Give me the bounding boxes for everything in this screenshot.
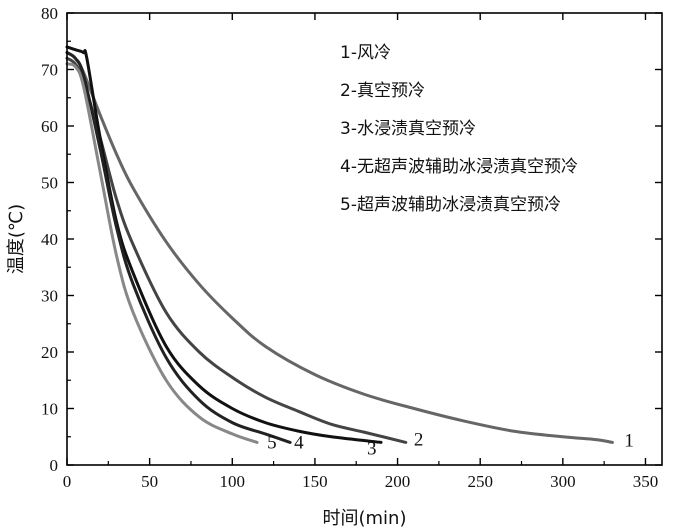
y-tick-label: 80 <box>41 4 58 23</box>
legend-entry: 4-无超声波辅助冰浸渍真空预冷 <box>340 157 578 177</box>
x-tick-label: 100 <box>220 472 246 491</box>
x-tick-label: 300 <box>550 472 576 491</box>
legend-entry: 2-真空预冷 <box>340 81 425 101</box>
y-tick-label: 30 <box>41 287 58 306</box>
plot-area: 1 2 3 45 <box>67 47 634 460</box>
legend: 1-风冷 2-真空预冷 3-水浸渍真空预冷 4-无超声波辅助冰浸渍真空预冷 5-超声波辅… <box>340 43 578 215</box>
x-tick-label: 50 <box>141 472 158 491</box>
y-tick-label: 10 <box>41 400 58 419</box>
legend-entry: 3-水浸渍真空预冷 <box>340 119 476 139</box>
y-tick-label: 40 <box>41 230 58 249</box>
x-tick-label: 200 <box>385 472 411 491</box>
series-end-label-5: 5 <box>267 432 277 453</box>
series-line-2 <box>67 58 406 442</box>
y-tick-label: 70 <box>41 61 58 80</box>
x-tick-label: 350 <box>633 472 659 491</box>
series-end-label-3: 3 <box>367 438 377 459</box>
series-line-1 <box>67 53 612 443</box>
y-tick-label: 0 <box>50 456 59 475</box>
x-tick-label: 250 <box>467 472 493 491</box>
x-axis-title: 时间(min) <box>323 508 407 529</box>
series-line-4 <box>67 53 290 443</box>
y-tick-label: 50 <box>41 174 58 193</box>
legend-entry: 1-风冷 <box>340 43 391 63</box>
series-end-label-2: 2 <box>414 429 424 450</box>
series-end-label-4: 4 <box>294 432 304 453</box>
x-tick-label: 150 <box>302 472 328 491</box>
y-tick-label: 60 <box>41 117 58 136</box>
legend-entry: 5-超声波辅助冰浸渍真空预冷 <box>340 195 561 215</box>
y-axis-title: 温度(℃) <box>6 204 27 274</box>
y-tick-label: 20 <box>41 343 58 362</box>
series-end-label-1: 1 <box>624 430 634 451</box>
x-tick-label: 0 <box>63 472 72 491</box>
